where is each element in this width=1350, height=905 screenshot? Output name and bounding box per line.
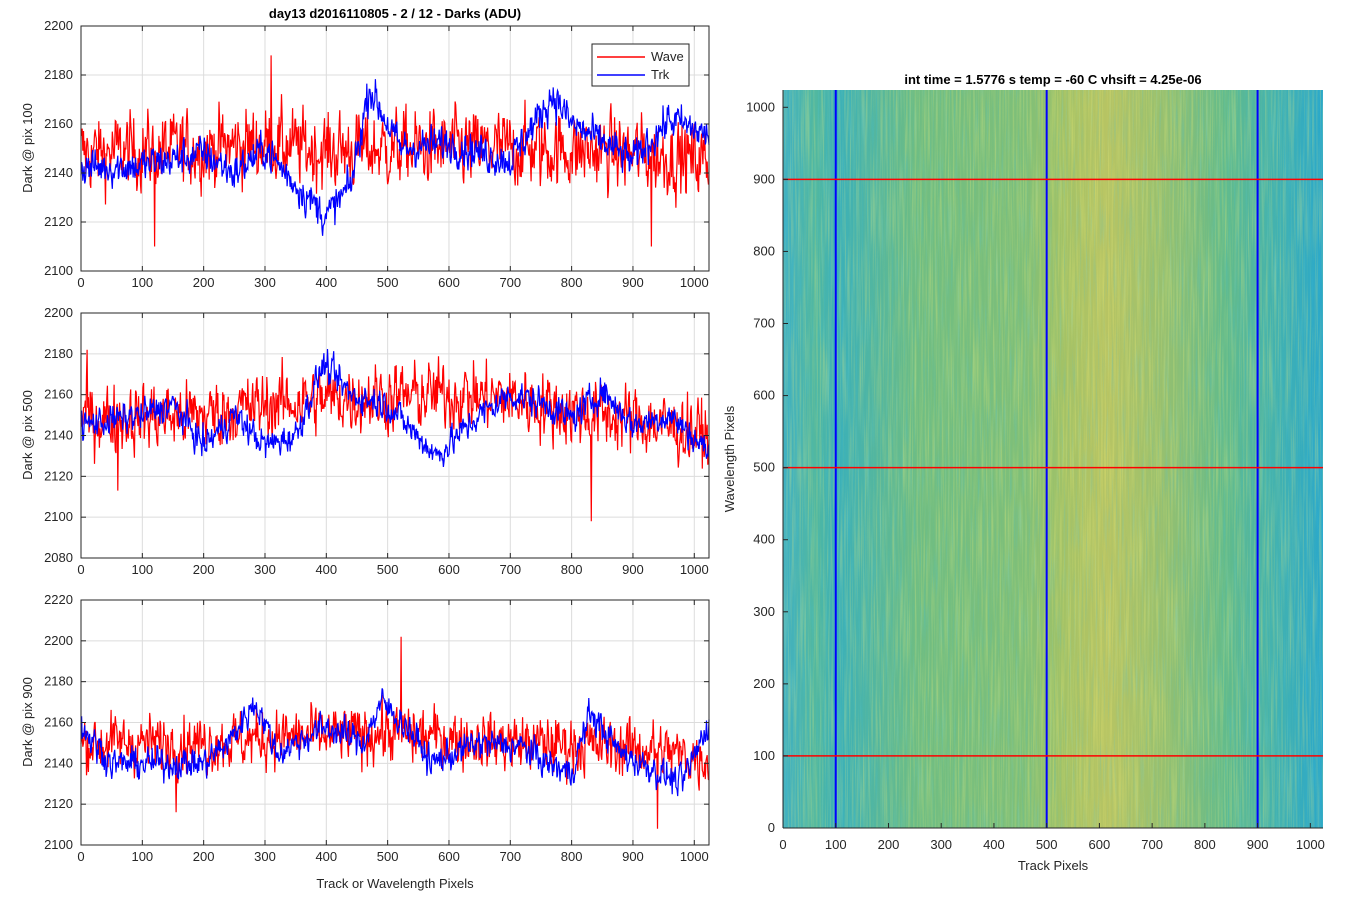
axes-frame	[80, 25, 710, 272]
series-line-trk	[80, 348, 710, 467]
x-tick-label: 100	[131, 562, 153, 577]
heatmap-x-tick-label: 900	[1247, 837, 1269, 852]
y-tick-label: 2100	[44, 509, 73, 524]
x-tick-label: 0	[77, 275, 84, 290]
x-tick-label: 600	[438, 562, 460, 577]
y-tick-label: 2080	[44, 550, 73, 565]
x-tick-label: 300	[254, 562, 276, 577]
heatmap-y-tick-label: 200	[753, 676, 775, 691]
x-tick-label: 400	[315, 562, 337, 577]
y-tick-label: 2100	[44, 263, 73, 278]
legend: Wave Trk	[591, 43, 690, 87]
x-tick-label: 200	[193, 849, 215, 864]
heatmap-x-tick-label: 500	[1036, 837, 1058, 852]
heatmap-y-axis-label: Wavelength Pixels	[722, 405, 737, 512]
x-tick-label: 1000	[680, 562, 709, 577]
heatmap-y-tick-label: 800	[753, 243, 775, 258]
x-tick-label: 500	[377, 562, 399, 577]
x-tick-label: 200	[193, 275, 215, 290]
x-tick-label: 900	[622, 849, 644, 864]
y-tick-label: 2160	[44, 387, 73, 402]
x-tick-label: 100	[131, 849, 153, 864]
heatmap-title: int time = 1.5776 s temp = -60 C vhsift …	[904, 72, 1201, 87]
x-tick-label: 800	[561, 562, 583, 577]
x-tick-label: 1000	[680, 849, 709, 864]
y-tick-label: 2140	[44, 428, 73, 443]
y-tick-label: 2220	[44, 592, 73, 607]
heatmap-y-tick-label: 700	[753, 316, 775, 331]
y-tick-label: 2120	[44, 214, 73, 229]
y-tick-label: 2180	[44, 67, 73, 82]
y-tick-label: 2200	[44, 633, 73, 648]
heatmap-y-tick-label: 500	[753, 460, 775, 475]
x-tick-label: 800	[561, 849, 583, 864]
heatmap-image	[783, 90, 1323, 828]
y-tick-label: 2120	[44, 468, 73, 483]
x-tick-label: 300	[254, 849, 276, 864]
x-tick-label: 600	[438, 275, 460, 290]
heatmap-x-tick-label: 700	[1141, 837, 1163, 852]
y-tick-label: 2180	[44, 346, 73, 361]
series-line-wave	[80, 636, 710, 829]
x-axis-label-line-plots: Track or Wavelength Pixels	[316, 876, 474, 891]
legend-label-wave: Wave	[651, 49, 684, 64]
heatmap-x-tick-label: 600	[1089, 837, 1111, 852]
series-line-trk	[80, 79, 710, 236]
heatmap-y-tick-label: 100	[753, 748, 775, 763]
y-tick-label: 2140	[44, 165, 73, 180]
heatmap-y-tick-label: 900	[753, 171, 775, 186]
x-tick-label: 500	[377, 275, 399, 290]
heatmap-x-tick-label: 400	[983, 837, 1005, 852]
x-tick-label: 700	[499, 562, 521, 577]
y-tick-label: 2160	[44, 715, 73, 730]
y-axis-label-pix-100: Dark @ pix 100	[20, 103, 35, 193]
heatmap-y-tick-label: 0	[768, 820, 775, 835]
x-tick-label: 900	[622, 562, 644, 577]
heatmap-y-tick-label: 600	[753, 388, 775, 403]
heatmap-x-tick-label: 200	[878, 837, 900, 852]
x-tick-label: 700	[499, 849, 521, 864]
x-tick-label: 500	[377, 849, 399, 864]
x-tick-label: 100	[131, 275, 153, 290]
heatmap-x-tick-label: 1000	[1296, 837, 1325, 852]
heatmap-y-tick-label: 400	[753, 532, 775, 547]
y-tick-label: 2140	[44, 755, 73, 770]
x-tick-label: 700	[499, 275, 521, 290]
y-axis-label-pix-500: Dark @ pix 500	[20, 390, 35, 480]
line-panel-pix-500: 0 100 200 300 400 500 600 700 800 900 1000 2080 2100…	[44, 305, 710, 577]
heatmap-x-tick-label: 0	[779, 837, 786, 852]
legend-label-trk: Trk	[651, 67, 670, 82]
x-tick-label: 1000	[680, 275, 709, 290]
heatmap-x-axis-label: Track Pixels	[1018, 858, 1089, 873]
x-tick-label: 0	[77, 849, 84, 864]
x-tick-label: 200	[193, 562, 215, 577]
x-tick-label: 400	[315, 275, 337, 290]
y-tick-label: 2120	[44, 796, 73, 811]
heatmap-y-tick-label: 300	[753, 604, 775, 619]
x-tick-label: 400	[315, 849, 337, 864]
y-tick-label: 2200	[44, 305, 73, 320]
x-tick-label: 900	[622, 275, 644, 290]
y-tick-label: 2200	[44, 18, 73, 33]
y-tick-label: 2160	[44, 116, 73, 131]
x-tick-label: 0	[77, 562, 84, 577]
heatmap-panel: 0 100 200 300 400 500 600 700 800 900 1000 0 100 200 3…	[746, 90, 1325, 852]
series-line-trk	[80, 688, 710, 797]
heatmap-y-tick-label: 1000	[746, 99, 775, 114]
line-panel-pix-900: 0 100 200 300 400 500 600 700 800 900 1000 2100 2120…	[44, 592, 710, 864]
x-tick-label: 800	[561, 275, 583, 290]
y-tick-label: 2100	[44, 837, 73, 852]
chart-title: day13 d2016110805 - 2 / 12 - Darks (ADU)	[269, 6, 521, 21]
y-axis-label-pix-900: Dark @ pix 900	[20, 677, 35, 767]
heatmap-x-tick-label: 100	[825, 837, 847, 852]
x-tick-label: 600	[438, 849, 460, 864]
heatmap-x-tick-label: 300	[930, 837, 952, 852]
x-tick-label: 300	[254, 275, 276, 290]
y-tick-label: 2180	[44, 674, 73, 689]
heatmap-x-tick-label: 800	[1194, 837, 1216, 852]
